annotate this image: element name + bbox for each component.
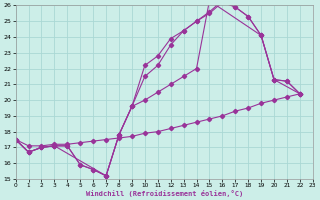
X-axis label: Windchill (Refroidissement éolien,°C): Windchill (Refroidissement éolien,°C)	[85, 190, 243, 197]
